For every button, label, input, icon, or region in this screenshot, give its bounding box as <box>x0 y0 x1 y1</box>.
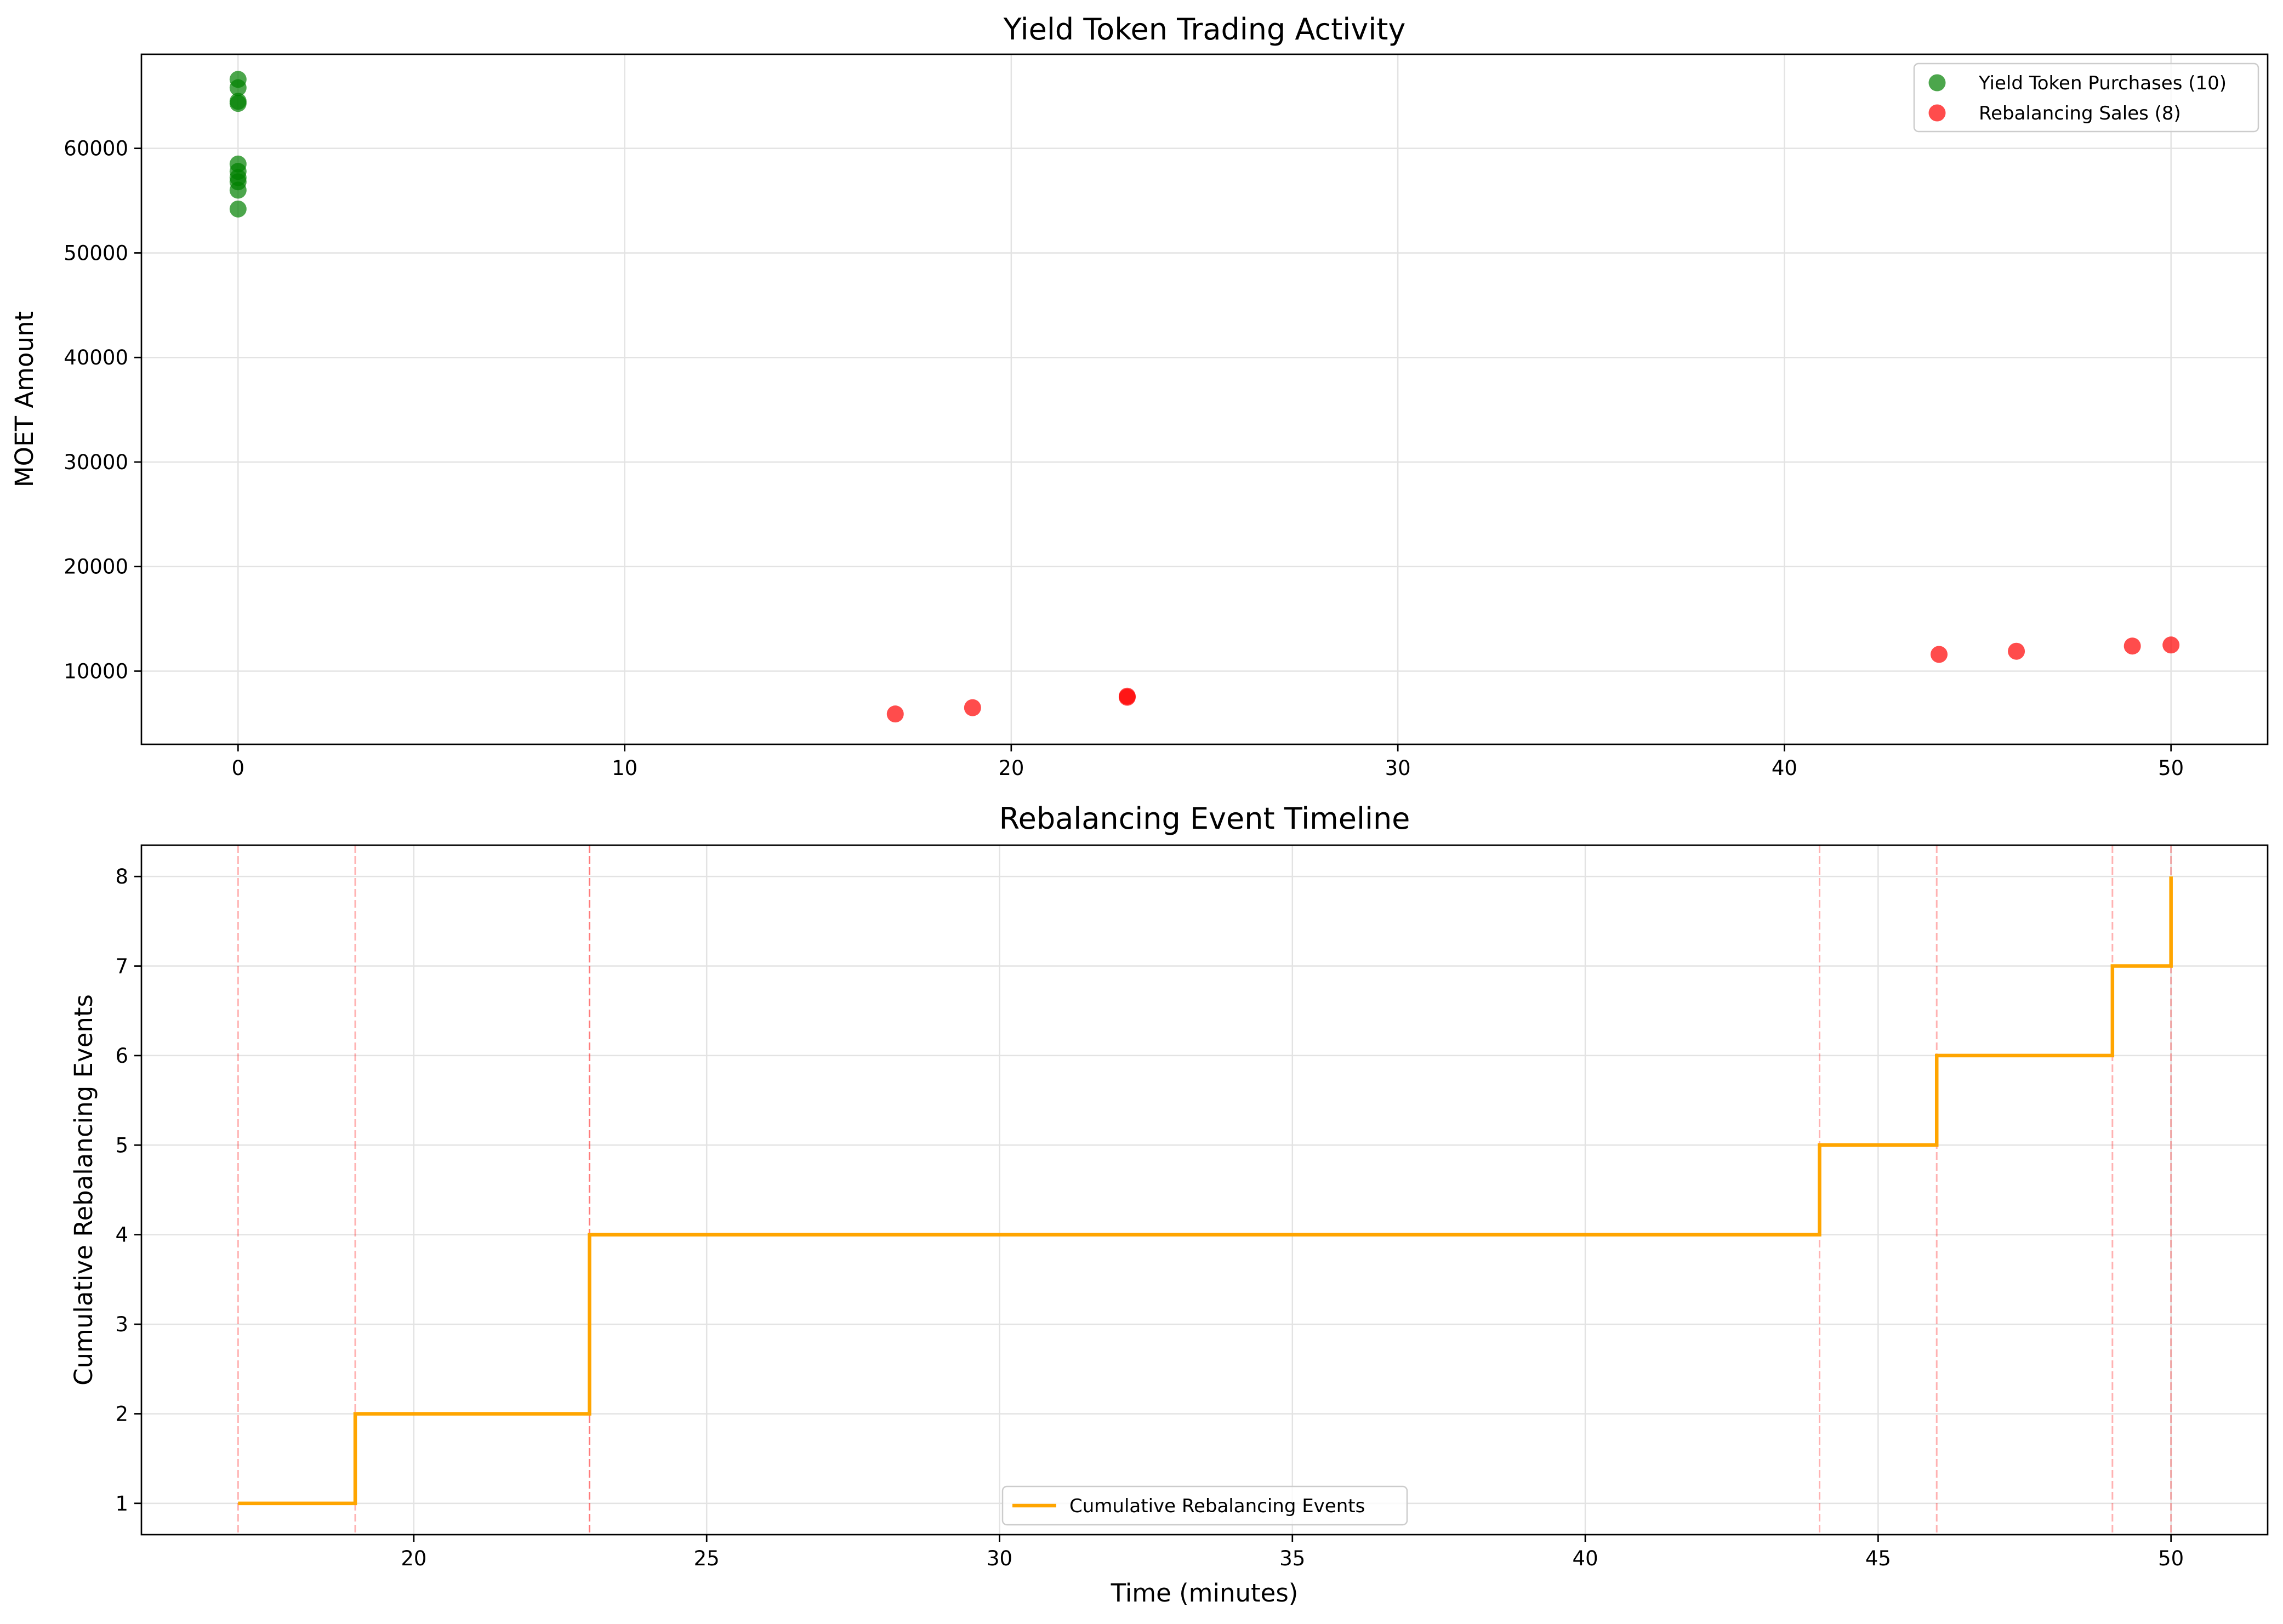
legend: Cumulative Rebalancing Events <box>1001 1485 1408 1526</box>
x-tick-label: 50 <box>2158 756 2184 780</box>
y-tick-label: 8 <box>115 865 128 888</box>
x-tick-label: 40 <box>1772 756 1797 780</box>
scatter-point <box>2123 637 2141 655</box>
legend-label: Yield Token Purchases (10) <box>1978 72 2227 94</box>
legend-label: Rebalancing Sales (8) <box>1979 102 2181 124</box>
legend-label: Cumulative Rebalancing Events <box>1069 1495 1365 1517</box>
scatter-point <box>229 200 247 218</box>
y-tick-label: 1 <box>115 1492 128 1515</box>
scatter-point <box>1118 687 1136 705</box>
legend-box <box>1913 62 2259 133</box>
x-tick-label: 0 <box>232 756 245 780</box>
legend-marker <box>1928 104 1946 122</box>
y-tick-label: 5 <box>115 1133 128 1157</box>
y-tick-label: 10000 <box>64 659 128 683</box>
step-line <box>238 876 2173 1506</box>
x-tick-label: 30 <box>987 1547 1012 1570</box>
y-tick-label: 50000 <box>64 241 128 265</box>
scatter-point <box>964 699 981 716</box>
y-tick-label: 60000 <box>64 137 128 161</box>
x-tick-label: 20 <box>998 756 1024 780</box>
y-tick-label: 40000 <box>64 346 128 369</box>
axes-frame <box>140 53 2269 745</box>
legend-marker <box>1928 74 1946 92</box>
y-tick-label: 3 <box>115 1313 128 1336</box>
scatter-point <box>2162 636 2180 654</box>
y-tick-label: 6 <box>115 1044 128 1068</box>
x-tick-label: 40 <box>1573 1547 1598 1570</box>
y-tick-label: 20000 <box>64 555 128 579</box>
x-axis-label: Time (minutes) <box>1111 1579 1299 1608</box>
chart-title: Rebalancing Event Timeline <box>999 801 1410 836</box>
series-1 <box>886 636 2180 723</box>
grid-lines <box>141 54 2268 744</box>
scatter-point <box>229 181 247 199</box>
chart-title: Yield Token Trading Activity <box>1003 12 1406 47</box>
legend: Yield Token Purchases (10) Rebalancing Sa… <box>1913 62 2259 133</box>
x-tick-label: 20 <box>401 1547 426 1570</box>
scatter-point <box>229 79 247 96</box>
scatter-point <box>1931 646 1948 663</box>
y-tick-label: 2 <box>115 1402 128 1426</box>
y-axis-label: Cumulative Rebalancing Events <box>69 994 98 1386</box>
legend-box <box>1001 1485 1408 1526</box>
ticks: 0 10 20 30 40 50 10000 20000 30000 40000 50000 6000… <box>64 137 2184 780</box>
y-axis-label: MOET Amount <box>10 311 39 487</box>
series-0 <box>238 876 2173 1506</box>
x-tick-label: 25 <box>694 1547 720 1570</box>
y-tick-label: 4 <box>115 1223 128 1247</box>
x-tick-label: 30 <box>1385 756 1411 780</box>
x-tick-label: 50 <box>2158 1547 2184 1570</box>
x-tick-label: 45 <box>1865 1547 1891 1570</box>
event-lines <box>237 845 2172 1535</box>
x-tick-label: 35 <box>1279 1547 1305 1570</box>
y-tick-label: 30000 <box>64 451 128 474</box>
axes-frame <box>140 844 2269 1536</box>
series-0 <box>229 71 247 218</box>
scatter-point <box>229 95 247 112</box>
y-tick-label: 7 <box>115 955 128 978</box>
chart-yield-token-trading-activity: 0 10 20 30 40 50 10000 20000 30000 40000 50000 6000… <box>10 12 2269 780</box>
x-tick-label: 10 <box>612 756 637 780</box>
scatter-point <box>886 705 904 723</box>
scatter-point <box>2008 642 2025 660</box>
